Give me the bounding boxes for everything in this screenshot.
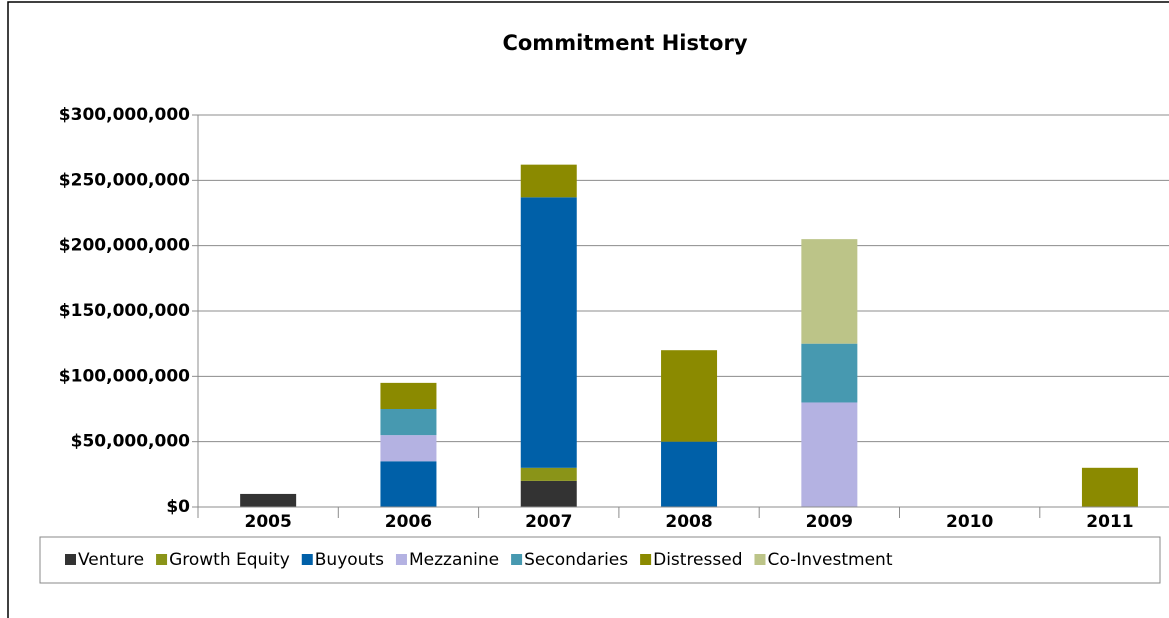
x-tick-label: 2005 [244,512,291,532]
legend-label: Co-Investment [767,550,892,570]
legend-swatch [395,554,407,565]
legend-label: Buyouts [315,550,384,570]
y-tick-label: $200,000,000 [59,236,190,256]
bar-segment [520,467,577,481]
x-tick-label: 2011 [1086,512,1133,532]
legend-swatch [65,554,76,565]
bar-segment [801,343,858,403]
x-tick-label: 2008 [665,512,712,532]
bar-segment [1081,467,1138,507]
bar-segment [380,461,437,507]
bar-segment [240,493,297,507]
y-tick-label: $0 [166,497,190,517]
bar-segment [380,382,437,409]
bar-segment [520,197,577,468]
x-tick-label: 2009 [806,512,853,532]
y-tick-label: $50,000,000 [71,432,191,452]
bar-segment [801,239,858,344]
bar-segment [661,441,718,507]
legend-label: Venture [78,550,144,570]
y-tick-label: $300,000,000 [59,105,190,125]
legend-swatch [640,554,652,565]
bar-segment [520,164,577,198]
legend-label: Distressed [653,550,742,570]
x-tick-label: 2006 [385,512,432,532]
chart-title: Commitment History [502,31,747,55]
legend-swatch [301,554,313,565]
x-tick-label: 2007 [525,512,572,532]
bar-segment [801,402,858,507]
bar-segment [661,350,718,442]
legend-label: Secondaries [524,550,628,570]
bar-segment [520,480,577,507]
x-tick-label: 2010 [946,512,993,532]
y-tick-label: $100,000,000 [59,366,190,386]
legend-swatch [156,554,168,565]
chart-frame [7,1,1169,618]
y-tick-label: $250,000,000 [59,170,190,190]
bar-segment [380,409,437,436]
legend-swatch [754,554,766,565]
legend-label: Mezzanine [409,550,499,570]
bar-segment [380,435,437,462]
y-tick-label: $150,000,000 [59,301,190,321]
legend-label: Growth Equity [169,550,290,570]
legend-swatch [511,554,523,565]
legend-box [39,536,1161,584]
